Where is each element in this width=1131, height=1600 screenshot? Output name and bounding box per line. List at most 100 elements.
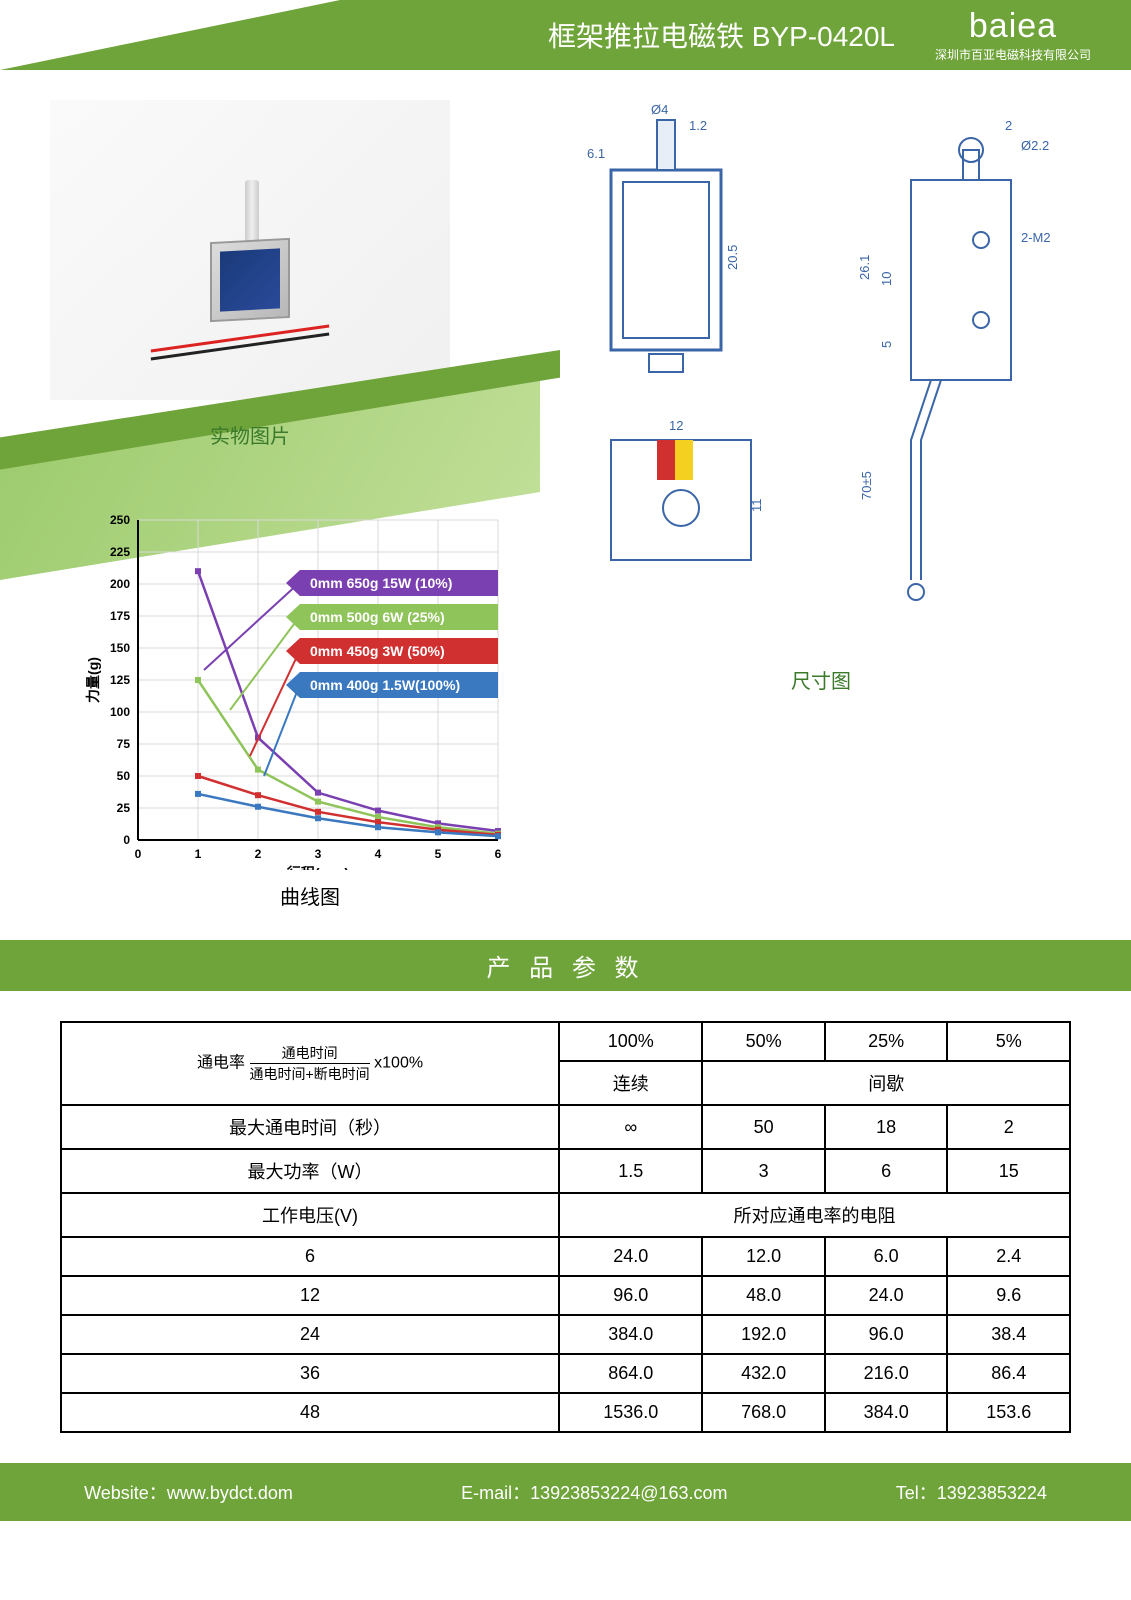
table-cell: 96.0: [825, 1315, 948, 1354]
table-cell: 48: [61, 1393, 559, 1432]
footer-email-value: 13923853224@163.com: [530, 1483, 727, 1503]
upper-region: 实物图片 Ø4 1.2 6.1 20.5: [0, 70, 1131, 940]
svg-text:100: 100: [110, 705, 130, 719]
table-cell: 36: [61, 1354, 559, 1393]
table-cell: 1536.0: [559, 1393, 702, 1432]
svg-text:0mm 450g 3W (50%): 0mm 450g 3W (50%): [310, 643, 445, 659]
svg-text:0mm 650g 15W (10%): 0mm 650g 15W (10%): [310, 575, 452, 591]
table-cell: 48.0: [702, 1276, 825, 1315]
header-title: 框架推拉电磁铁 BYP-0420L: [548, 15, 895, 55]
svg-text:200: 200: [110, 577, 130, 591]
svg-text:0: 0: [123, 833, 130, 847]
svg-text:1: 1: [195, 847, 202, 861]
svg-text:3: 3: [315, 847, 322, 861]
svg-text:25: 25: [117, 801, 131, 815]
logo: baiea: [969, 7, 1057, 46]
footer-tel-label: Tel：: [896, 1483, 937, 1503]
logo-subtitle: 深圳市百亚电磁科技有限公司: [935, 46, 1091, 63]
header: 框架推拉电磁铁 BYP-0420L baiea 深圳市百亚电磁科技有限公司: [0, 0, 1131, 70]
table-cell: 50%: [702, 1022, 825, 1061]
table-cell: 工作电压(V): [61, 1193, 559, 1237]
table-cell: 96.0: [559, 1276, 702, 1315]
svg-text:150: 150: [110, 641, 130, 655]
svg-text:行程(mm): 行程(mm): [286, 865, 349, 870]
svg-text:2: 2: [255, 847, 262, 861]
table-cell: 最大功率（W）: [61, 1149, 559, 1193]
table-cell: 连续: [559, 1061, 702, 1105]
table-cell: 通电率 通电时间通电时间+断电时间 x100%: [61, 1022, 559, 1105]
svg-text:225: 225: [110, 545, 130, 559]
table-cell: 192.0: [702, 1315, 825, 1354]
table-cell: 6.0: [825, 1237, 948, 1276]
svg-text:0: 0: [135, 847, 142, 861]
footer-email: E-mail：13923853224@163.com: [461, 1479, 727, 1505]
dimension-block: Ø4 1.2 6.1 20.5 12 11: [551, 100, 1091, 700]
force-chart: 02550751001251501752002252500123456力量(g)…: [80, 500, 540, 870]
svg-text:4: 4: [375, 847, 382, 861]
svg-text:6: 6: [495, 847, 502, 861]
solenoid-icon: [190, 180, 310, 320]
table-cell: 38.4: [947, 1315, 1070, 1354]
footer: Website：www.bydct.dom E-mail：13923853224…: [0, 1463, 1131, 1521]
table-cell: 153.6: [947, 1393, 1070, 1432]
chart-caption: 曲线图: [80, 881, 540, 910]
svg-text:250: 250: [110, 513, 130, 527]
dim-d4: Ø4: [651, 102, 668, 117]
svg-text:75: 75: [117, 737, 131, 751]
svg-text:0mm 400g 1.5W(100%): 0mm 400g 1.5W(100%): [310, 677, 460, 693]
page: 框架推拉电磁铁 BYP-0420L baiea 深圳市百亚电磁科技有限公司 实物…: [0, 0, 1131, 1521]
table-cell: 6: [61, 1237, 559, 1276]
dimension-caption: 尺寸图: [551, 665, 1091, 694]
footer-website-value: www.bydct.dom: [167, 1483, 293, 1503]
footer-email-label: E-mail：: [461, 1483, 530, 1503]
table-cell: 86.4: [947, 1354, 1070, 1393]
dim-l705: 70±5: [859, 471, 874, 500]
table-cell: 384.0: [825, 1393, 948, 1432]
table-cell: 432.0: [702, 1354, 825, 1393]
svg-text:50: 50: [117, 769, 131, 783]
table-cell: 2: [947, 1105, 1070, 1149]
dim-h205: 20.5: [725, 245, 740, 270]
table-cell: 12: [61, 1276, 559, 1315]
svg-text:力量(g): 力量(g): [85, 657, 101, 703]
svg-text:125: 125: [110, 673, 130, 687]
dim-t2: 2: [1005, 118, 1012, 133]
footer-tel-value: 13923853224: [937, 1483, 1047, 1503]
table-cell: 384.0: [559, 1315, 702, 1354]
dim-h5: 5: [879, 341, 894, 348]
dim-m2: 2-M2: [1021, 230, 1051, 245]
table-cell: 间歇: [702, 1061, 1070, 1105]
photo-caption: 实物图片: [50, 420, 450, 449]
table-cell: 12.0: [702, 1237, 825, 1276]
footer-website-label: Website：: [84, 1483, 167, 1503]
table-cell: ∞: [559, 1105, 702, 1149]
table-cell: 25%: [825, 1022, 948, 1061]
table-cell: 2.4: [947, 1237, 1070, 1276]
params-table: 通电率 通电时间通电时间+断电时间 x100%100%50%25%5% 连续间歇最…: [60, 1021, 1071, 1433]
dim-d22: Ø2.2: [1021, 138, 1049, 153]
table-cell: 24: [61, 1315, 559, 1354]
table-cell: 24.0: [559, 1237, 702, 1276]
footer-tel: Tel：13923853224: [896, 1479, 1047, 1505]
table-cell: 864.0: [559, 1354, 702, 1393]
table-cell: 768.0: [702, 1393, 825, 1432]
dim-h11: 11: [749, 499, 764, 513]
table-cell: 100%: [559, 1022, 702, 1061]
dim-w12: 12: [669, 418, 683, 433]
table-cell: 18: [825, 1105, 948, 1149]
table-cell: 24.0: [825, 1276, 948, 1315]
table-cell: 216.0: [825, 1354, 948, 1393]
dim-h61: 6.1: [587, 146, 605, 161]
table-cell: 9.6: [947, 1276, 1070, 1315]
dim-h261: 26.1: [857, 255, 872, 280]
table-cell: 6: [825, 1149, 948, 1193]
table-cell: 5%: [947, 1022, 1070, 1061]
chart-block: 02550751001251501752002252500123456力量(g)…: [80, 500, 540, 920]
table-cell: 1.5: [559, 1149, 702, 1193]
svg-text:5: 5: [435, 847, 442, 861]
table-cell: 所对应通电率的电阻: [559, 1193, 1070, 1237]
dim-t12: 1.2: [689, 118, 707, 133]
params-bar: 产 品 参 数: [0, 940, 1131, 991]
table-cell: 50: [702, 1105, 825, 1149]
svg-text:0mm 500g 6W (25%): 0mm 500g 6W (25%): [310, 609, 445, 625]
